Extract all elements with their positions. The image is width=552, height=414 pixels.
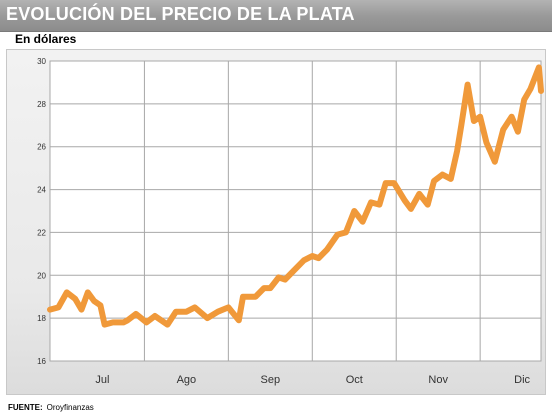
plot-area — [49, 60, 542, 362]
y-tick-label: 26 — [37, 143, 46, 152]
x-tick-label: Nov — [428, 374, 448, 386]
y-tick-label: 24 — [37, 186, 46, 195]
y-tick-label: 22 — [37, 228, 46, 237]
x-tick-label: Sep — [261, 374, 281, 386]
x-tick-label: Dic — [514, 374, 530, 386]
x-tick-label: Jul — [95, 374, 109, 386]
series-layer — [47, 64, 544, 328]
x-tick-label: Oct — [346, 374, 363, 386]
chart-subtitle: En dólares — [15, 32, 77, 46]
chart-title: EVOLUCIÓN DEL PRECIO DE LA PLATA — [6, 4, 355, 24]
grid — [49, 60, 542, 362]
title-bar: EVOLUCIÓN DEL PRECIO DE LA PLATA — [0, 0, 552, 32]
y-tick-label: 28 — [37, 100, 46, 109]
source-note: FUENTE: Oroyfinanzas — [8, 403, 94, 412]
series-line — [47, 64, 544, 328]
y-tick-label: 16 — [37, 357, 46, 366]
y-tick-label: 20 — [37, 271, 46, 280]
x-tick-label: Ago — [177, 374, 197, 386]
y-tick-label: 18 — [37, 314, 46, 323]
source-value: Oroyfinanzas — [46, 403, 94, 412]
source-label: FUENTE: — [8, 403, 43, 412]
y-axis-ticks: 16 18 20 22 24 26 28 30 — [37, 57, 46, 366]
x-axis-ticks: Jul Ago Sep Oct Nov Dic — [95, 374, 530, 386]
y-tick-label: 30 — [37, 57, 46, 66]
